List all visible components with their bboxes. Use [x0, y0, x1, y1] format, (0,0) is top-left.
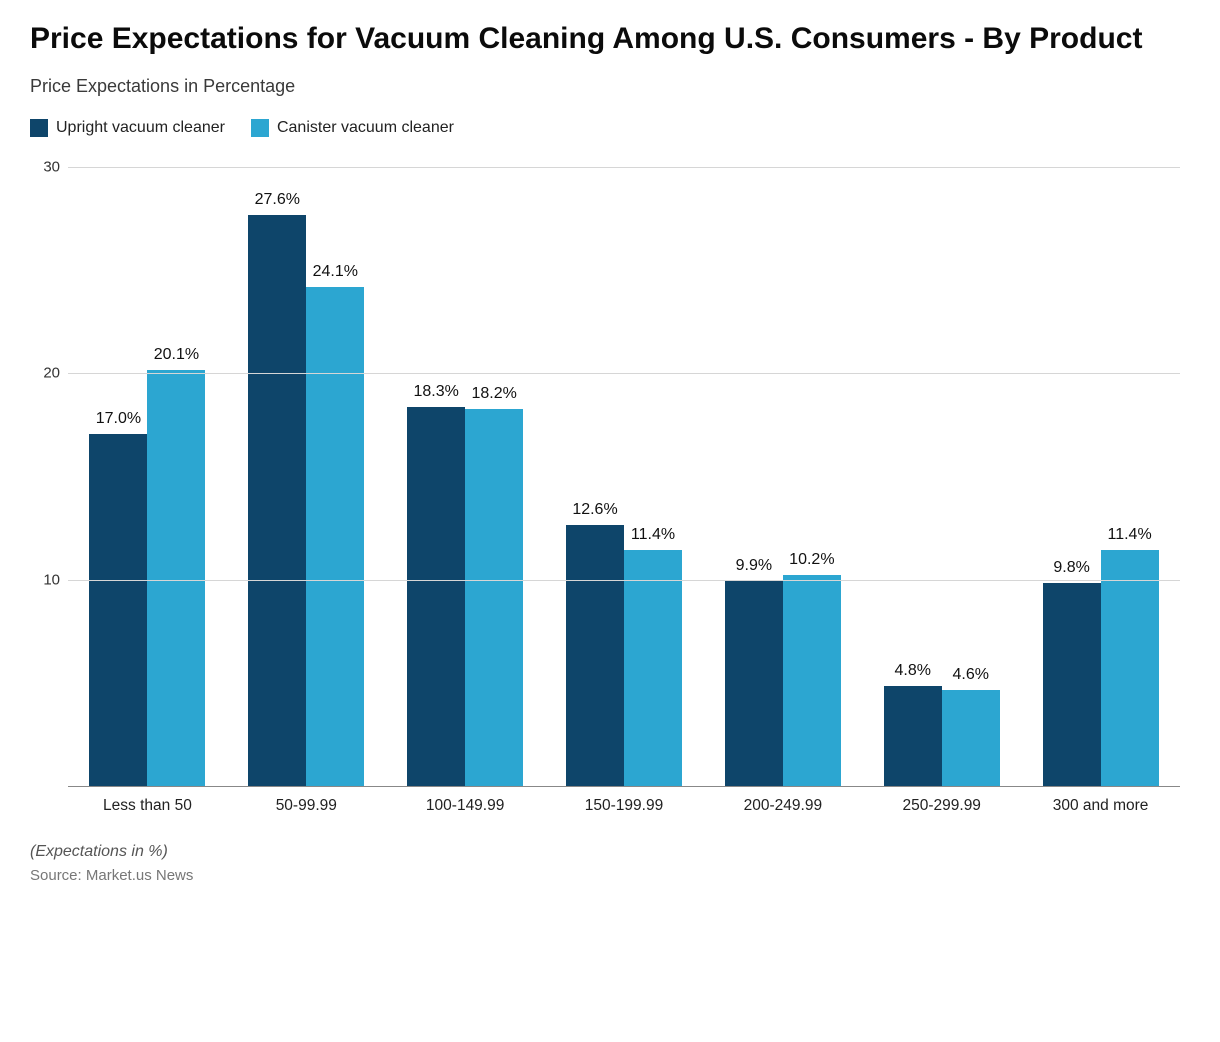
bar: 11.4%	[624, 550, 682, 786]
bar: 4.6%	[942, 690, 1000, 785]
x-tick-label: 50-99.99	[227, 797, 386, 815]
plot-area: 17.0%20.1%27.6%24.1%18.3%18.2%12.6%11.4%…	[68, 167, 1180, 787]
bar-value-label: 24.1%	[313, 263, 358, 287]
bar: 20.1%	[147, 370, 205, 785]
bar-groups: 17.0%20.1%27.6%24.1%18.3%18.2%12.6%11.4%…	[68, 167, 1180, 786]
legend-item: Upright vacuum cleaner	[30, 119, 225, 137]
chart-subtitle: Price Expectations in Percentage	[30, 76, 1190, 97]
bar: 27.6%	[248, 215, 306, 785]
legend-swatch	[30, 119, 48, 137]
bar: 24.1%	[306, 287, 364, 785]
legend-label: Canister vacuum cleaner	[277, 119, 454, 137]
bar-value-label: 12.6%	[572, 501, 617, 525]
bar-value-label: 4.8%	[894, 662, 930, 686]
bar-group: 18.3%18.2%	[386, 167, 545, 786]
x-tick-label: Less than 50	[68, 797, 227, 815]
source: Source: Market.us News	[30, 867, 1190, 884]
legend-item: Canister vacuum cleaner	[251, 119, 454, 137]
bar-group: 27.6%24.1%	[227, 167, 386, 786]
gridline	[68, 580, 1180, 581]
x-tick-label: 300 and more	[1021, 797, 1180, 815]
gridline	[68, 167, 1180, 168]
footnote: (Expectations in %)	[30, 843, 1190, 861]
bar: 11.4%	[1101, 550, 1159, 786]
bar: 10.2%	[783, 575, 841, 786]
y-tick-label: 20	[30, 365, 60, 382]
bar-group: 9.8%11.4%	[1021, 167, 1180, 786]
y-tick-label: 10	[30, 571, 60, 588]
x-tick-label: 200-249.99	[703, 797, 862, 815]
bar-value-label: 11.4%	[631, 526, 675, 550]
bar: 18.2%	[465, 409, 523, 785]
bar-value-label: 27.6%	[255, 191, 300, 215]
bar-group: 4.8%4.6%	[862, 167, 1021, 786]
chart-title: Price Expectations for Vacuum Cleaning A…	[30, 20, 1190, 58]
chart: 17.0%20.1%27.6%24.1%18.3%18.2%12.6%11.4%…	[30, 167, 1180, 815]
bar-value-label: 18.2%	[471, 385, 516, 409]
bar-value-label: 9.9%	[736, 557, 772, 581]
bar-value-label: 17.0%	[96, 410, 141, 434]
bar-group: 12.6%11.4%	[545, 167, 704, 786]
bar-value-label: 10.2%	[789, 551, 834, 575]
bar: 17.0%	[89, 434, 147, 785]
bar-group: 17.0%20.1%	[68, 167, 227, 786]
legend-label: Upright vacuum cleaner	[56, 119, 225, 137]
bar: 18.3%	[407, 407, 465, 785]
y-tick-label: 30	[30, 158, 60, 175]
x-axis: Less than 5050-99.99100-149.99150-199.99…	[68, 797, 1180, 815]
bar-value-label: 18.3%	[413, 383, 458, 407]
bar-value-label: 4.6%	[952, 666, 988, 690]
bar: 4.8%	[884, 686, 942, 785]
bar-value-label: 20.1%	[154, 346, 199, 370]
gridline	[68, 373, 1180, 374]
legend: Upright vacuum cleaner Canister vacuum cl…	[30, 119, 1190, 137]
bar-value-label: 11.4%	[1107, 526, 1151, 550]
x-tick-label: 100-149.99	[386, 797, 545, 815]
bar-group: 9.9%10.2%	[703, 167, 862, 786]
legend-swatch	[251, 119, 269, 137]
x-tick-label: 250-299.99	[862, 797, 1021, 815]
bar: 9.8%	[1043, 583, 1101, 786]
bar: 12.6%	[566, 525, 624, 785]
bar: 9.9%	[725, 581, 783, 786]
x-tick-label: 150-199.99	[545, 797, 704, 815]
